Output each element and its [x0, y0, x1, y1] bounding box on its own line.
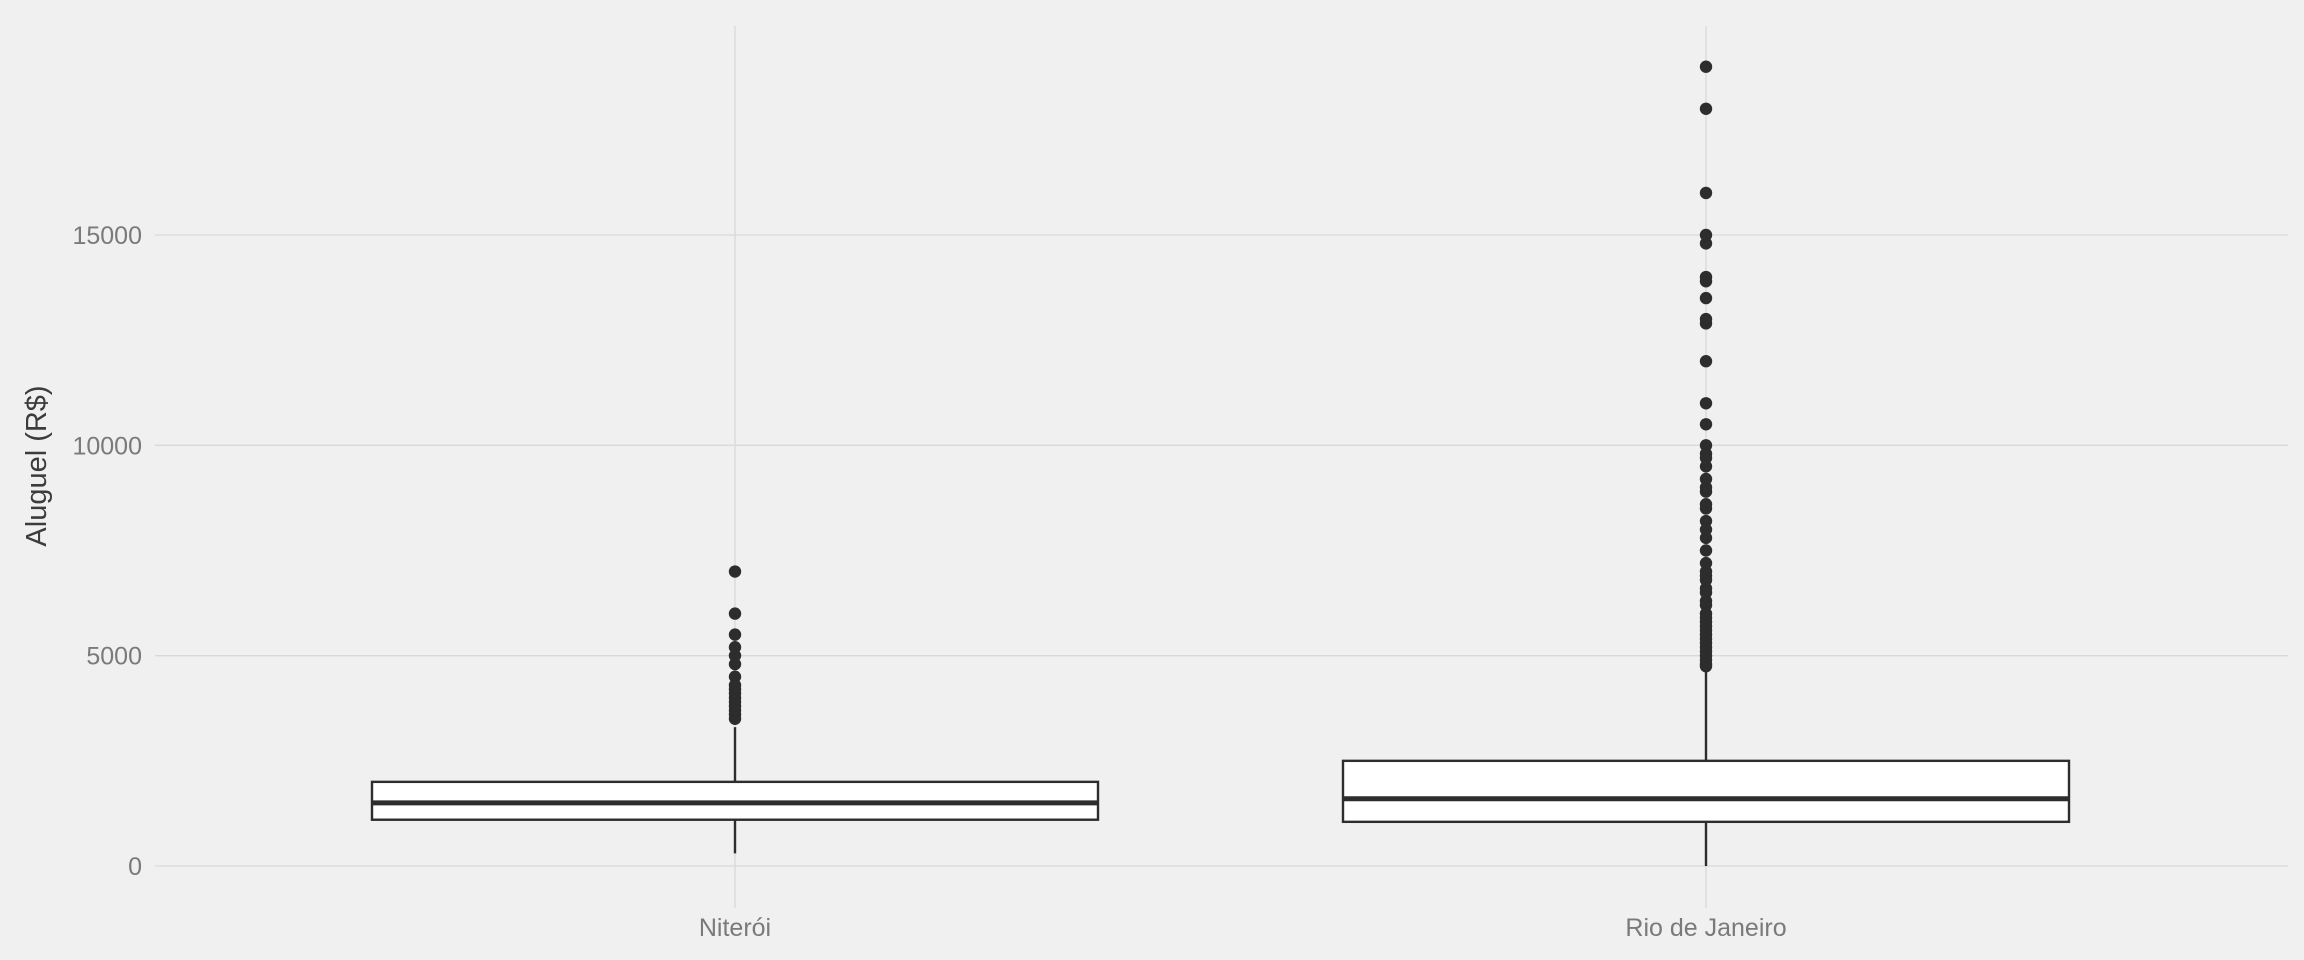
y-tick-label: 5000 [86, 643, 142, 671]
outlier-point [1699, 102, 1713, 116]
outlier-point [1699, 228, 1713, 242]
outlier-point [728, 628, 742, 641]
outlier-point [1699, 270, 1713, 284]
box-group [370, 565, 1100, 854]
y-tick-label: 15000 [72, 222, 142, 250]
outlier-point [1699, 556, 1713, 570]
box-iqr [1341, 759, 2071, 824]
outlier-point [1699, 498, 1713, 511]
outlier-point [1699, 439, 1713, 452]
outlier-point [1699, 186, 1713, 200]
x-tick-label: Rio de Janeiro [1625, 914, 1786, 942]
tick-layer: 0 5000 10000 15000 Niterói Rio de Janeiro [72, 222, 1786, 942]
outlier-point [1699, 514, 1713, 528]
outlier-point [1699, 355, 1713, 368]
outlier-point [1699, 544, 1713, 557]
outlier-point [1699, 418, 1713, 431]
outlier-point [1699, 472, 1713, 486]
outlier-point [1699, 291, 1713, 305]
outlier-point [1699, 60, 1713, 73]
box-group [1341, 60, 2071, 866]
outlier-point [728, 641, 742, 654]
outlier-point [1699, 397, 1713, 410]
x-tick-label: Niterói [699, 914, 771, 942]
outlier-point [728, 670, 742, 683]
y-tick-label: 0 [128, 853, 142, 881]
outlier-point [728, 607, 742, 620]
box-layer [370, 60, 2071, 866]
outlier-point [728, 565, 742, 578]
y-tick-label: 10000 [72, 432, 142, 460]
y-axis-title: Aluguel (R$) [21, 385, 53, 546]
outlier-point [1699, 312, 1713, 326]
